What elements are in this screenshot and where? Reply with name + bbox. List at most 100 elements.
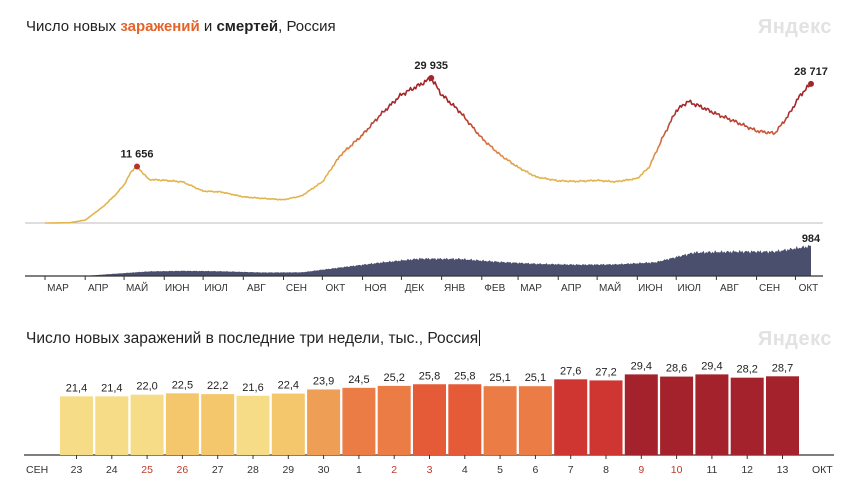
title-mid: и [199, 18, 217, 35]
bar-value-label: 25,1 [525, 372, 546, 384]
cases-peak-label: 28 717 [794, 66, 828, 78]
title-prefix: Число новых [26, 18, 121, 35]
bar-category-label: 5 [497, 464, 503, 476]
bar-value-label: 25,1 [489, 372, 510, 384]
cases-peak-label: 11 656 [121, 149, 154, 161]
bar [483, 386, 517, 455]
bar-value-label: 29,4 [701, 360, 722, 372]
bar [165, 393, 199, 455]
bar-end-month-label: ОКТ [812, 464, 833, 476]
bar [448, 384, 482, 455]
bar-category-label: 9 [638, 464, 644, 476]
x-tick-label: АВГ [720, 283, 739, 294]
bar-value-label: 28,6 [666, 363, 687, 375]
deaths-area [45, 244, 811, 276]
bar-category-label: 2 [391, 464, 397, 476]
bar [660, 376, 694, 455]
bar-value-label: 27,6 [560, 365, 581, 377]
cases-peak-marker [134, 163, 141, 170]
bar-value-label: 25,2 [383, 372, 404, 384]
bar-category-label: 25 [141, 464, 153, 476]
bar [377, 385, 411, 455]
bar-category-label: 23 [71, 464, 83, 476]
bar-value-label: 22,0 [136, 381, 157, 393]
bar-category-label: 26 [177, 464, 189, 476]
text-cursor [479, 330, 481, 346]
cases-peak-label: 29 935 [414, 60, 448, 72]
bar [695, 374, 729, 455]
bar [95, 396, 129, 455]
title-suffix: , Россия [278, 18, 336, 35]
x-tick-label: АПР [88, 283, 109, 294]
bar-start-month-label: СЕН [26, 464, 48, 476]
title-deaths: смертей [216, 18, 279, 35]
x-tick-label: МАЙ [126, 281, 148, 294]
bar-category-label: 8 [603, 464, 609, 476]
timeline-chart: 11 656 29 935 28 717 984 МАР АПР МАЙ ИЮН ИЮЛ АВГ С… [25, 60, 828, 294]
bar-value-label: 24,5 [348, 374, 369, 386]
bar [271, 393, 305, 455]
brand-logo-bottom: Яндекс [757, 328, 832, 350]
bar [236, 395, 270, 455]
x-tick-label: ОКТ [326, 283, 346, 294]
cases-line [45, 76, 812, 224]
x-tick-label: АПР [561, 283, 582, 294]
x-tick-label: СЕН [759, 283, 780, 294]
bar-category-label: 13 [777, 464, 789, 476]
cases-peak-marker [808, 80, 814, 87]
bar [342, 387, 376, 455]
x-tick-label: ИЮЛ [204, 283, 227, 294]
brand-logo-top: Яндекс [757, 16, 832, 38]
x-tick-label: НОЯ [365, 283, 387, 294]
bar-value-label: 27,2 [595, 366, 616, 378]
bar-category-label: 11 [706, 464, 717, 476]
bar [554, 379, 588, 455]
deaths-peak-label: 984 [802, 233, 821, 245]
x-tick-label: СЕН [286, 283, 307, 294]
bar-category-label: 28 [247, 464, 259, 476]
bar [730, 377, 764, 455]
x-tick-label: ОКТ [799, 283, 819, 294]
bar-category-label: 3 [427, 464, 433, 476]
x-tick-label: ИЮН [638, 283, 663, 294]
bar-value-label: 22,2 [207, 380, 228, 392]
bar-chart-title-text: Число новых заражений в последние три не… [26, 330, 479, 347]
bar-value-label: 29,4 [631, 360, 652, 372]
bar [589, 380, 623, 455]
bar-value-label: 21,4 [66, 382, 87, 394]
x-tick-label: ИЮЛ [678, 283, 701, 294]
bar-category-label: 29 [282, 464, 294, 476]
bar [130, 394, 164, 455]
x-tick-label: МАЙ [599, 281, 621, 294]
bar-category-label: 1 [356, 464, 362, 476]
bar [766, 376, 799, 455]
bar-category-label: 4 [462, 464, 468, 476]
x-tick-label: МАР [520, 283, 542, 294]
bar-value-label: 22,5 [172, 379, 193, 391]
bar-category-label: 10 [671, 464, 683, 476]
bar [201, 394, 235, 455]
bar-category-label: 7 [568, 464, 574, 476]
bar-value-label: 25,8 [419, 370, 440, 382]
x-tick-label: ДЕК [405, 283, 424, 294]
bar-chart: 21,4 23 21,4 24 22,0 25 22,5 26 22,2 2 7 21,6 28 22,4… [24, 360, 834, 476]
bar-value-label: 25,8 [454, 370, 475, 382]
title-cases: заражений [120, 18, 200, 35]
cases-peak-marker [428, 75, 435, 81]
bar [307, 389, 341, 455]
bar-value-label: 28,2 [736, 364, 757, 376]
bar-value-label: 21,4 [101, 382, 122, 394]
x-tick-label: ФЕВ [484, 283, 505, 294]
bar-value-label: 28,7 [772, 362, 793, 374]
bar [624, 374, 658, 455]
bar [60, 396, 93, 455]
bar-category-label: 30 [318, 464, 330, 476]
bar-value-label: 21,6 [242, 382, 263, 394]
bar-category-label: 24 [106, 464, 118, 476]
bar [413, 384, 446, 455]
x-tick-label: МАР [47, 283, 69, 294]
x-tick-label: АВГ [247, 283, 266, 294]
bar-value-label: 22,4 [278, 380, 299, 392]
x-tick-label: ИЮН [165, 283, 190, 294]
main-chart-title: Число новых заражений и смертей, Россия [26, 18, 336, 35]
